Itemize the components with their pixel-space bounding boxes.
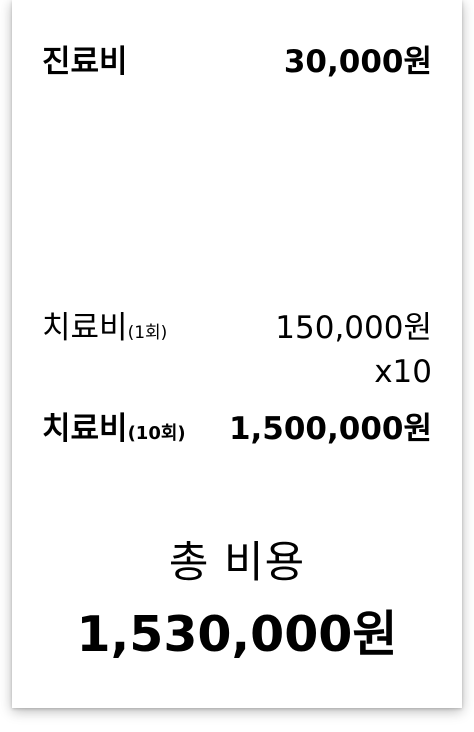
treatment-single-row: 치료비(1회) 150,000원 xyxy=(42,302,432,347)
price-summary-card: 진료비 30,000원 치료비(1회) 150,000원 x10 치료비(10회… xyxy=(12,0,462,708)
treatment-total-label-group: 치료비(10회) xyxy=(42,403,186,448)
treatment-total-qualifier: (10회) xyxy=(127,423,186,444)
treatment-single-label: 치료비 xyxy=(42,310,128,346)
total-cost-label: 총 비용 xyxy=(168,538,306,588)
treatment-single-label-group: 치료비(1회) xyxy=(42,302,167,347)
treatment-single-qualifier: (1회) xyxy=(127,323,168,343)
treatment-total-value: 1,500,000원 xyxy=(228,411,432,447)
treatment-total-label: 치료비 xyxy=(42,411,128,447)
treatment-single-value: 150,000원 xyxy=(275,310,432,346)
session-multiplier: x10 xyxy=(374,354,432,390)
consultation-fee-label: 진료비 xyxy=(42,44,128,80)
consultation-fee-row: 진료비 30,000원 xyxy=(42,36,432,81)
consultation-fee-value: 30,000원 xyxy=(283,44,432,80)
total-cost-value: 1,530,000원 xyxy=(76,606,398,663)
treatment-total-row: 치료비(10회) 1,500,000원 xyxy=(42,403,432,448)
